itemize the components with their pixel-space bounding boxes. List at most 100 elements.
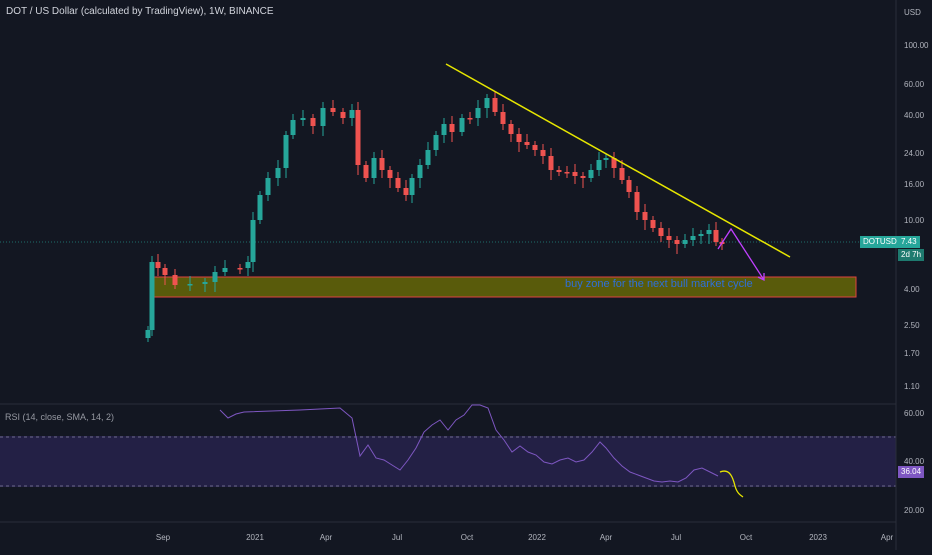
candle-body bbox=[626, 180, 632, 192]
last-price-badge: 7.43 bbox=[898, 236, 920, 248]
candle-body bbox=[619, 168, 625, 180]
candle-body bbox=[540, 150, 546, 156]
candle-body bbox=[508, 124, 514, 134]
candle-body bbox=[222, 268, 228, 272]
candle-body bbox=[417, 165, 423, 178]
candle-body bbox=[395, 178, 401, 188]
candle-body bbox=[603, 158, 609, 160]
rsi-band bbox=[0, 436, 896, 487]
candle-body bbox=[690, 236, 696, 240]
buy-zone-annotation[interactable]: buy zone for the next bull market cycle bbox=[565, 278, 753, 290]
time-label: 2023 bbox=[809, 533, 827, 542]
descending-trendline[interactable] bbox=[445, 63, 791, 258]
candle-body bbox=[355, 110, 361, 165]
candle-body bbox=[532, 145, 538, 150]
candle-body bbox=[556, 170, 562, 172]
candle-body bbox=[706, 230, 712, 234]
candle-body bbox=[245, 262, 251, 268]
candle-body bbox=[363, 165, 369, 178]
time-label: Jul bbox=[392, 533, 402, 542]
candle-body bbox=[492, 98, 498, 112]
candle-body bbox=[371, 158, 377, 178]
candle-body bbox=[283, 135, 289, 168]
rsi-value-badge: 36.04 bbox=[898, 466, 925, 478]
candle-body bbox=[666, 236, 672, 240]
time-label: Apr bbox=[320, 533, 333, 542]
candle-body bbox=[548, 156, 554, 170]
candle-body bbox=[682, 240, 688, 244]
candle-body bbox=[698, 234, 704, 236]
candle-body bbox=[290, 120, 296, 135]
candle-body bbox=[674, 240, 680, 244]
countdown-badge: 2d 7h bbox=[898, 249, 925, 261]
candle-body bbox=[500, 112, 506, 124]
candle-body bbox=[212, 272, 218, 282]
candle-body bbox=[459, 118, 465, 132]
candle-body bbox=[265, 178, 271, 195]
symbol-badge: DOTUSD bbox=[860, 236, 900, 248]
candle-body bbox=[467, 118, 473, 120]
candle-body bbox=[580, 176, 586, 178]
price-tick: 100.00 bbox=[904, 41, 929, 50]
price-tick: 1.10 bbox=[904, 382, 920, 391]
price-tick: 16.00 bbox=[904, 180, 925, 189]
candle-body bbox=[425, 150, 431, 165]
price-tick: 60.00 bbox=[904, 80, 925, 89]
rsi-projection-curve[interactable] bbox=[719, 470, 744, 498]
candle-body bbox=[145, 330, 151, 338]
candle-body bbox=[349, 110, 355, 118]
candle-body bbox=[257, 195, 263, 220]
time-label: Apr bbox=[881, 533, 894, 542]
candle-body bbox=[387, 170, 393, 178]
rsi-tick: 40.00 bbox=[904, 457, 925, 466]
candle-body bbox=[379, 158, 385, 170]
candle-body bbox=[642, 212, 648, 220]
candle-body bbox=[611, 158, 617, 168]
candle-body bbox=[202, 282, 208, 284]
candle-body bbox=[713, 230, 719, 242]
candle-body bbox=[403, 188, 409, 195]
price-tick: 4.00 bbox=[904, 285, 920, 294]
price-tick: 40.00 bbox=[904, 111, 925, 120]
time-label: 2021 bbox=[246, 533, 264, 542]
price-tick: 1.70 bbox=[904, 349, 920, 358]
candle-body bbox=[433, 135, 439, 150]
time-label: Oct bbox=[461, 533, 474, 542]
rsi-tick: 20.00 bbox=[904, 506, 925, 515]
price-tick: 10.00 bbox=[904, 216, 925, 225]
time-label: Sep bbox=[156, 533, 171, 542]
candle-body bbox=[650, 220, 656, 228]
price-pane[interactable] bbox=[0, 0, 896, 404]
candle-body bbox=[441, 124, 447, 135]
rsi-indicator-label[interactable]: RSI (14, close, SMA, 14, 2) bbox=[5, 412, 115, 422]
price-tick: 2.50 bbox=[904, 321, 920, 330]
price-tick: 24.00 bbox=[904, 149, 925, 158]
candle-body bbox=[250, 220, 256, 262]
time-label: Apr bbox=[600, 533, 613, 542]
projection-arrow[interactable] bbox=[717, 227, 765, 281]
candle-body bbox=[275, 168, 281, 178]
rsi-tick: 60.00 bbox=[904, 409, 925, 418]
candle-body bbox=[155, 262, 161, 268]
time-label: Jul bbox=[671, 533, 681, 542]
candle-body bbox=[658, 228, 664, 236]
currency-label[interactable]: USD bbox=[904, 8, 921, 17]
candle-body bbox=[237, 268, 243, 270]
candle-body bbox=[320, 108, 326, 126]
candle-body bbox=[330, 108, 336, 112]
candle-body bbox=[172, 275, 178, 285]
candle-body bbox=[300, 118, 306, 120]
rsi-line bbox=[219, 404, 719, 483]
candle-body bbox=[340, 112, 346, 118]
projection-arrowhead bbox=[757, 273, 765, 282]
candle-body bbox=[588, 170, 594, 178]
candle-body bbox=[524, 142, 530, 145]
candle-body bbox=[516, 134, 522, 142]
time-label: Oct bbox=[740, 533, 753, 542]
candle-body bbox=[484, 98, 490, 108]
chart-title: DOT / US Dollar (calculated by TradingVi… bbox=[6, 6, 274, 17]
candle-body bbox=[310, 118, 316, 126]
candle-body bbox=[162, 268, 168, 275]
